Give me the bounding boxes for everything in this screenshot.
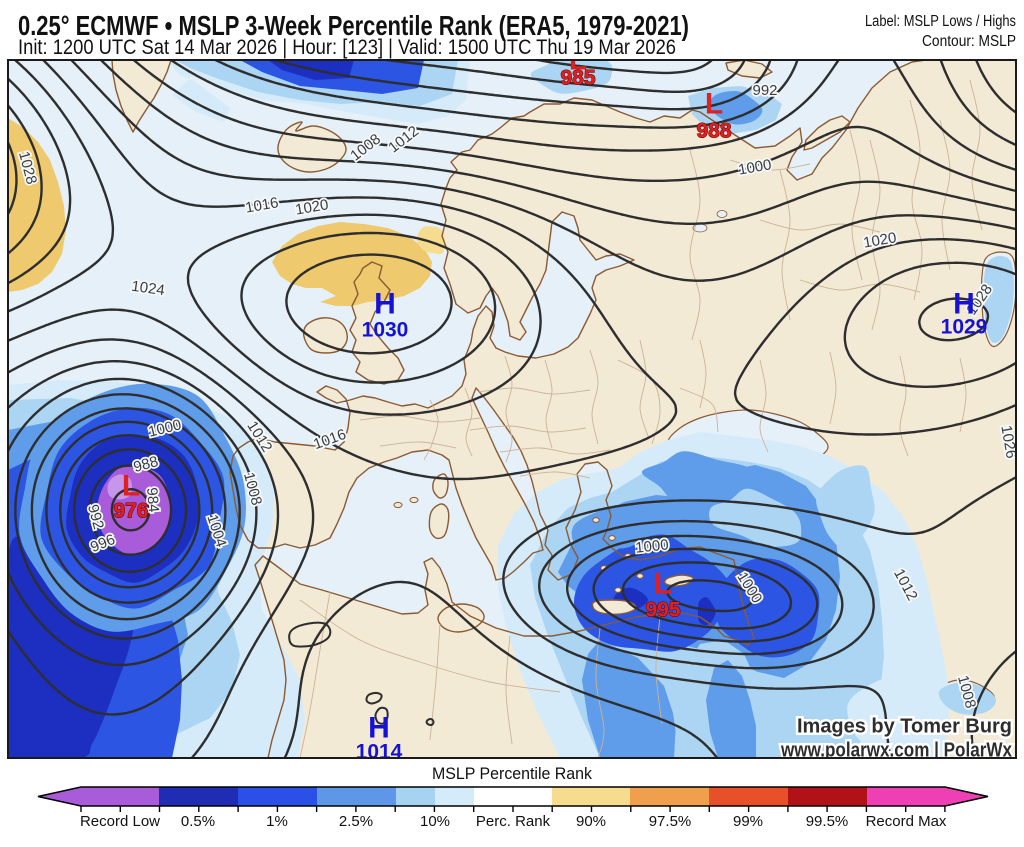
svg-text:976: 976: [113, 500, 148, 523]
svg-text:Init: 1200 UTC Sat 14 Mar 2026: Init: 1200 UTC Sat 14 Mar 2026 | Hour: […: [18, 36, 676, 59]
svg-text:L: L: [705, 88, 723, 121]
svg-text:992: 992: [752, 82, 777, 99]
svg-text:1000: 1000: [634, 536, 669, 556]
svg-text:L: L: [654, 568, 672, 601]
svg-text:Contour: MSLP: Contour: MSLP: [922, 33, 1016, 50]
svg-text:L: L: [569, 44, 587, 77]
svg-text:97.5%: 97.5%: [649, 813, 692, 830]
svg-text:Perc. Rank: Perc. Rank: [476, 813, 551, 830]
svg-text:MSLP Percentile Rank: MSLP Percentile Rank: [432, 765, 593, 783]
svg-text:Record Max: Record Max: [866, 813, 947, 830]
svg-text:1029: 1029: [941, 316, 988, 339]
svg-text:H: H: [368, 712, 390, 745]
svg-text:1%: 1%: [266, 813, 288, 830]
svg-text:984: 984: [143, 487, 162, 513]
svg-text:1014: 1014: [356, 741, 403, 764]
svg-text:2.5%: 2.5%: [339, 813, 373, 830]
svg-text:L: L: [122, 470, 140, 503]
svg-text:Record Low: Record Low: [80, 813, 160, 830]
svg-text:995: 995: [645, 599, 680, 622]
svg-text:988: 988: [696, 120, 731, 143]
svg-text:99%: 99%: [733, 813, 763, 830]
svg-text:90%: 90%: [576, 813, 606, 830]
svg-text:10%: 10%: [420, 813, 450, 830]
svg-text:0.25° ECMWF • MSLP 3-Week Perc: 0.25° ECMWF • MSLP 3-Week Percentile Ran…: [18, 10, 689, 41]
svg-text:www.polarwx.com | PolarWx: www.polarwx.com | PolarWx: [780, 739, 1012, 761]
svg-text:99.5%: 99.5%: [806, 813, 849, 830]
svg-text:0.5%: 0.5%: [181, 813, 215, 830]
svg-text:Label: MSLP Lows / Highs: Label: MSLP Lows / Highs: [865, 13, 1016, 30]
svg-text:985: 985: [560, 67, 595, 90]
svg-text:1030: 1030: [362, 319, 409, 342]
svg-text:Images by Tomer Burg: Images by Tomer Burg: [797, 715, 1012, 737]
svg-text:H: H: [953, 288, 975, 321]
svg-text:H: H: [374, 288, 396, 321]
